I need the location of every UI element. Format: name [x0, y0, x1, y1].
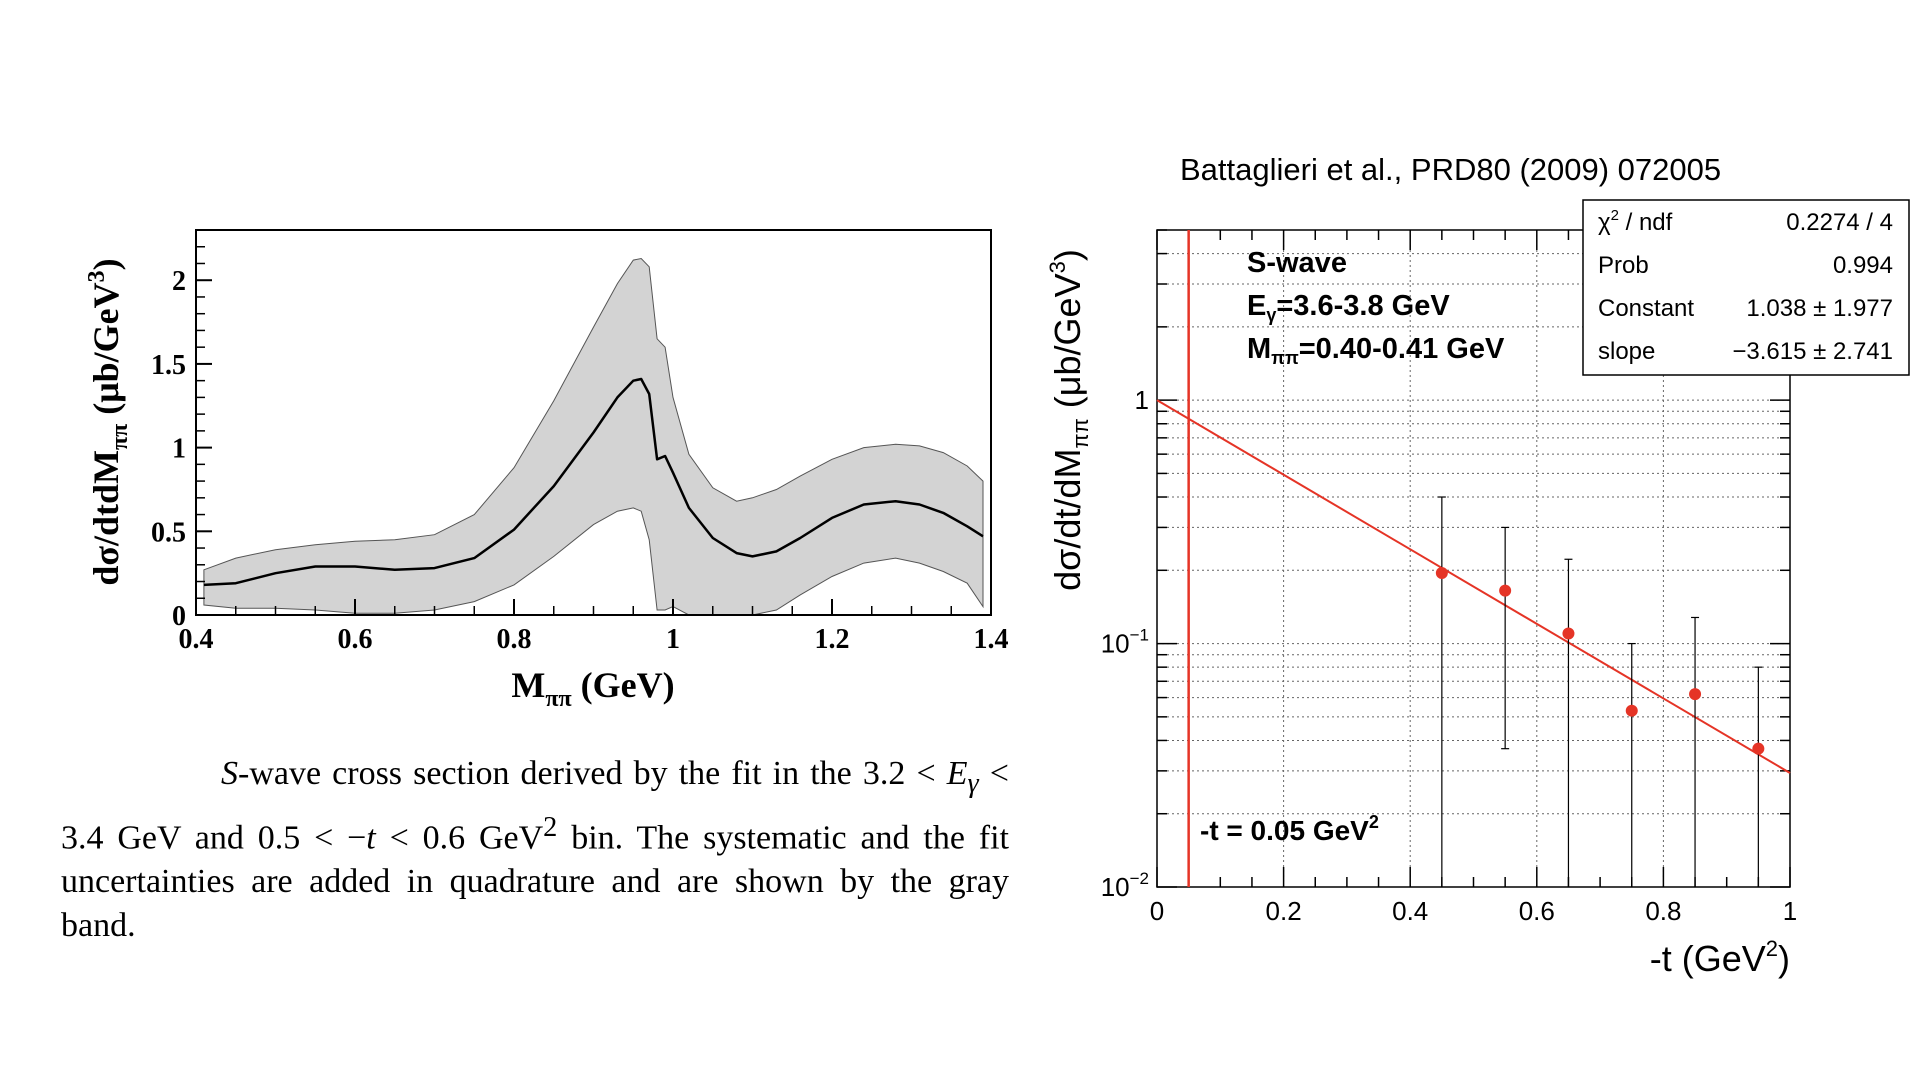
y-axis-label-right: dσ/dt/dMππ (μb/GeV3) [1045, 249, 1093, 591]
stats-box-frame [1582, 199, 1910, 376]
chart-differential-cross-section: Battaglieri et al., PRD80 (2009) 072005 … [1045, 152, 1910, 979]
x-tick-label: 1.4 [974, 624, 1009, 655]
x-axis-ticks-right: 0 0.2 0.4 0.6 0.8 1 [1150, 230, 1797, 926]
stats-rows: χ2 / ndf 0.2274 / 4 Prob 0.994 Constant 1.038… [1598, 207, 1893, 365]
x-tick-label-right: 0.8 [1645, 896, 1681, 926]
data-point [1562, 627, 1575, 640]
y-tick-label-right: 10−1 [1101, 626, 1149, 659]
x-tick-label: 0.8 [497, 624, 532, 655]
stats-label: slope [1598, 338, 1655, 365]
x-tick-label: 1 [666, 624, 680, 655]
y-axis-label: dσ/dtdMππ (μb/GeV3) [84, 258, 133, 585]
fit-line [1156, 399, 1791, 774]
stats-value: 1.038 ± 1.977 [1746, 295, 1893, 322]
x-tick-label-right: 0 [1150, 896, 1164, 926]
data-point [1752, 742, 1765, 755]
stats-box: χ2 / ndf 0.2274 / 4 Prob 0.994 Constant 1.038… [1582, 199, 1910, 376]
data-point [1689, 688, 1702, 701]
x-tick-label: 0.6 [338, 624, 373, 655]
x-axis-label: Mππ (GeV) [511, 665, 674, 712]
uncertainty-band [203, 257, 984, 616]
x-tick-label: 0.4 [179, 624, 214, 655]
y-tick-label-right: 1 [1135, 385, 1149, 415]
data-point [1625, 704, 1638, 717]
exponential-fit-line [1156, 399, 1791, 774]
stats-value: 0.994 [1833, 252, 1893, 279]
y-tick-label: 2 [172, 266, 186, 297]
x-tick-label-right: 0.2 [1266, 896, 1302, 926]
chart-title: Battaglieri et al., PRD80 (2009) 072005 [1180, 152, 1721, 187]
annotation-energy: Eγ=3.6-3.8 GeV [1247, 290, 1450, 325]
stats-value: −3.615 ± 2.741 [1732, 338, 1893, 365]
chart-s-wave-band: 0.4 0.6 0.8 1 1.2 1.4 0 0.5 1 1.5 2 Mππ (GeV) dσ/… [84, 229, 1009, 712]
y-tick-label: 0 [172, 601, 186, 632]
stats-value: 0.2274 / 4 [1786, 209, 1893, 236]
central-curve [203, 377, 984, 587]
annotation-mass: Mππ=0.40-0.41 GeV [1247, 333, 1505, 368]
data-points [1435, 496, 1765, 887]
y-tick-label: 1.5 [151, 350, 186, 381]
band-area [203, 257, 984, 616]
cut-label: -t = 0.05 GeV2 [1200, 812, 1379, 846]
y-tick-label: 0.5 [151, 517, 186, 548]
stats-label: Prob [1598, 252, 1649, 279]
y-tick-label: 1 [172, 434, 186, 465]
annotation-s-wave: S-wave [1247, 247, 1347, 279]
stats-label: χ2 / ndf [1598, 207, 1673, 236]
x-tick-label: 1.2 [815, 624, 850, 655]
central-line [203, 377, 984, 587]
stats-label: Constant [1598, 295, 1694, 322]
data-point [1499, 584, 1512, 597]
figure-caption: S-wave cross section derived by the fit … [61, 755, 1010, 945]
y-axis-ticks: 0 0.5 1 1.5 2 [151, 245, 212, 632]
x-tick-label-right: 0.6 [1519, 896, 1555, 926]
x-axis-label-right: -t (GeV2) [1650, 936, 1790, 979]
data-point [1435, 566, 1448, 579]
y-tick-label-right: 10−2 [1101, 869, 1149, 902]
x-tick-label-right: 0.4 [1392, 896, 1428, 926]
x-axis-ticks: 0.4 0.6 0.8 1 1.2 1.4 [179, 599, 1009, 655]
x-tick-label-right: 1 [1783, 896, 1797, 926]
